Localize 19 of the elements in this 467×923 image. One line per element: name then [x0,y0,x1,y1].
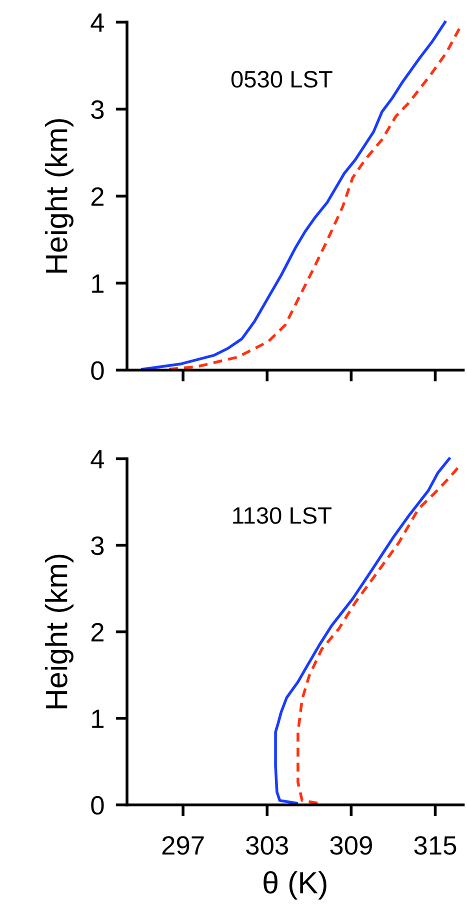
y-tick-label: 3 [91,536,104,556]
x-tick-label: 315 [414,836,456,855]
y-axis-title: Height (km) [44,554,74,708]
y-tick-label: 1 [92,710,104,728]
y-tick-label: 3 [91,100,104,119]
x-axis-title: θ (K) [264,871,326,900]
y-tick-label: 1 [92,274,104,293]
annotation: 0530 LST [231,70,332,88]
y-tick-label: 4 [90,450,104,468]
y-tick-label: 0 [91,796,104,815]
y-tick-label: 0 [91,361,104,380]
y-tick-label: 4 [90,14,104,32]
x-tick-label: 309 [330,836,372,855]
y-tick-label: 2 [91,622,104,642]
y-tick-label: 2 [91,187,104,206]
annotation: 1130 LST [233,507,332,524]
x-tick-label: 297 [162,836,204,855]
x-tick-label: 303 [246,836,288,855]
y-axis-title: Height (km) [44,119,74,273]
